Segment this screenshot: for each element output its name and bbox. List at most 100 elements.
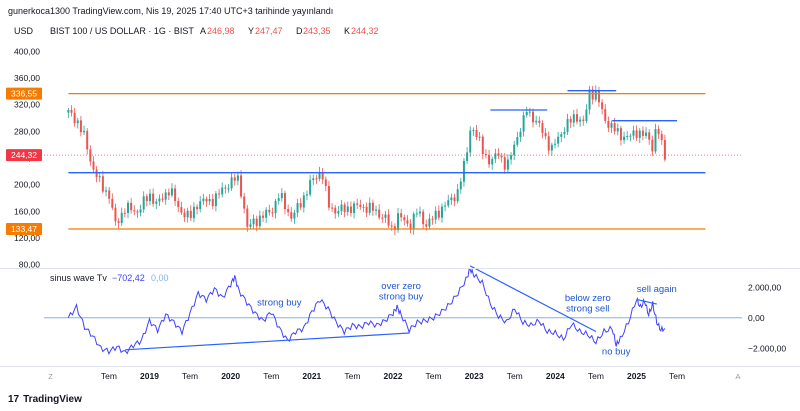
candle-body: [108, 190, 111, 199]
candle-body: [635, 130, 638, 138]
candle-body: [305, 194, 308, 196]
candle-body: [340, 204, 343, 212]
candle-body: [133, 210, 136, 212]
candle-body: [400, 213, 403, 218]
time-tick-label: 2020: [221, 371, 240, 381]
candle-body: [525, 111, 528, 116]
candle-body: [117, 221, 120, 224]
candle-body: [327, 185, 330, 208]
candle-body: [651, 139, 654, 152]
candle-body: [626, 136, 629, 138]
price-tag-33655: [6, 87, 42, 100]
candle-body: [453, 197, 456, 202]
candle-body: [243, 196, 246, 209]
candle-body: [663, 140, 666, 160]
price-tag-text: 133,47: [11, 224, 37, 234]
time-tick-label: 2023: [465, 371, 484, 381]
candle-body: [309, 180, 312, 195]
candle-body: [397, 213, 400, 230]
candle-body: [619, 128, 622, 141]
candle-body: [155, 201, 158, 204]
candle-body: [368, 202, 371, 213]
candle-body: [208, 198, 211, 202]
candle-body: [409, 223, 412, 230]
candle-body: [290, 212, 293, 219]
candle-body: [240, 175, 243, 197]
candle-body: [481, 136, 484, 154]
candle-body: [249, 224, 252, 227]
candle-body: [497, 153, 500, 156]
candle-body: [494, 153, 497, 159]
candle-body: [522, 115, 525, 132]
candle-body: [456, 189, 459, 202]
candle-body: [469, 130, 472, 153]
candle-body: [111, 198, 114, 208]
candle-body: [657, 129, 660, 135]
candle-body: [500, 155, 503, 158]
candle-body: [321, 172, 324, 180]
candle-body: [440, 206, 443, 218]
tradingview-logo[interactable]: 17 TradingView: [8, 394, 82, 405]
candle-body: [89, 149, 92, 162]
candle-body: [478, 136, 481, 138]
candle-body: [86, 130, 89, 150]
candle-body: [378, 209, 381, 218]
annotation-text: no buy: [602, 346, 631, 357]
candle-body: [610, 123, 613, 128]
candle-body: [252, 218, 255, 225]
ohlc-value-A: 246,98: [207, 26, 235, 36]
candle-body: [127, 202, 130, 213]
candle-body: [76, 120, 79, 124]
price-tag-13347: [6, 223, 42, 236]
candle-body: [415, 213, 418, 215]
indicator-trend-line: [125, 332, 410, 351]
candle-body: [613, 123, 616, 132]
candle-body: [475, 130, 478, 138]
candle-body: [174, 188, 177, 202]
candle-body: [130, 202, 133, 211]
candle-body: [120, 212, 123, 224]
candle-body: [205, 198, 208, 202]
indicator-title: sinus wave Tv: [50, 273, 107, 283]
price-tag-text: 244,32: [11, 150, 37, 160]
ohlc-key-D: D: [296, 26, 303, 36]
candle-body: [654, 129, 657, 152]
price-tag-24432: [6, 149, 42, 162]
candle-body: [428, 218, 431, 227]
candle-body: [387, 214, 390, 226]
candle-body: [148, 193, 151, 202]
candle-body: [211, 198, 214, 206]
candle-body: [258, 215, 261, 227]
candle-body: [434, 210, 437, 220]
candle-body: [403, 217, 406, 221]
candle-body: [362, 206, 365, 208]
candle-body: [591, 89, 594, 100]
ohlc-value-D: 243,35: [303, 26, 331, 36]
tradingview-logo-text: TradingView: [23, 394, 82, 405]
price-tag-text: 336,55: [11, 89, 37, 99]
time-tick-label: 2024: [546, 371, 565, 381]
candle-body: [170, 188, 173, 196]
candle-body: [145, 196, 148, 202]
candle-body: [287, 209, 290, 213]
candle-body: [142, 196, 145, 210]
price-tick-label: 320,00: [14, 100, 40, 110]
candle-body: [638, 130, 641, 138]
candle-body: [331, 207, 334, 209]
candle-body: [236, 175, 239, 181]
candle-body: [315, 178, 318, 180]
indicator-tick-label: −2.000,00: [748, 343, 786, 353]
candle-body: [484, 153, 487, 155]
candle-body: [585, 109, 588, 122]
candle-body: [472, 130, 475, 132]
candle-body: [437, 210, 440, 218]
candle-body: [582, 119, 585, 122]
candle-body: [233, 177, 236, 181]
candle-body: [346, 206, 349, 212]
candle-body: [381, 217, 384, 219]
candle-body: [337, 211, 340, 214]
candle-body: [569, 118, 572, 123]
price-tick-label: 360,00: [14, 73, 40, 83]
candle-body: [356, 203, 359, 205]
